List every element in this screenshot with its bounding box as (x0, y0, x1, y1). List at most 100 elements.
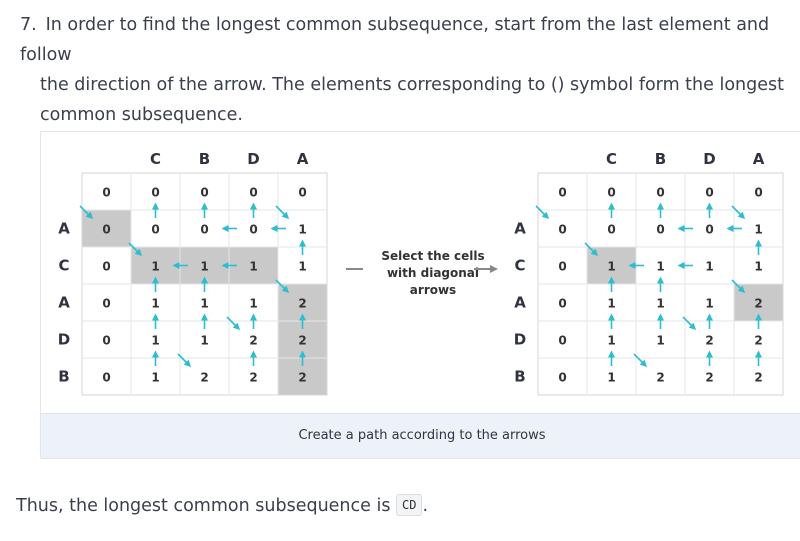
cell-value: 1 (151, 371, 159, 385)
cell-value: 1 (656, 297, 664, 311)
cell-value: 0 (558, 186, 566, 200)
cell-value: 0 (102, 223, 110, 237)
col-header: A (297, 150, 309, 168)
row-header: B (514, 368, 525, 386)
cell-value: 2 (200, 371, 208, 385)
cell-value: 1 (607, 371, 615, 385)
col-header: C (606, 150, 617, 168)
cell-value: 0 (705, 223, 713, 237)
row-header: A (514, 220, 526, 238)
diagonal-arrow-icon (177, 353, 192, 368)
cell-value: 0 (102, 297, 110, 311)
highlight-cell (229, 247, 278, 284)
step-line-3: common subsequence. (40, 105, 243, 125)
figure-caption: Create a path according to the arrows (41, 413, 800, 458)
cell-value: 0 (102, 334, 110, 348)
cell-value: 0 (151, 186, 159, 200)
cell-value: 1 (298, 223, 306, 237)
cell-value: 1 (200, 260, 208, 274)
row-header: D (514, 331, 526, 349)
cell-value: 1 (200, 334, 208, 348)
row-header: D (58, 331, 70, 349)
row-header: C (514, 257, 525, 275)
cell-value: 0 (558, 223, 566, 237)
cell-value: 0 (558, 371, 566, 385)
cell-value: 0 (249, 186, 257, 200)
col-header: D (703, 150, 715, 168)
row-header: C (58, 257, 69, 275)
cell-value: 1 (656, 260, 664, 274)
cell-value: 0 (705, 186, 713, 200)
cell-value: 1 (656, 334, 664, 348)
cell-value: 0 (754, 186, 762, 200)
row-header: A (58, 294, 70, 312)
cell-value: 1 (754, 260, 762, 274)
cell-value: 0 (298, 186, 306, 200)
middle-text-2: with diagonal (387, 266, 479, 280)
cell-value: 1 (151, 260, 159, 274)
cell-value: 1 (607, 297, 615, 311)
diagonal-arrow-icon (275, 205, 290, 220)
cell-value: 2 (705, 334, 713, 348)
cell-value: 0 (656, 186, 664, 200)
step-line-1: In order to find the longest common subs… (20, 15, 770, 65)
cell-value: 0 (607, 223, 615, 237)
conclusion-text: Thus, the longest common subsequence is (16, 496, 391, 516)
col-header: B (199, 150, 210, 168)
cell-value: 2 (249, 371, 257, 385)
cell-value: 1 (249, 260, 257, 274)
step-text: 7. In order to find the longest common s… (20, 10, 790, 130)
right-table: C B D A A C A D B 0 0 0 0 0 0 0 0 0 1 0 1 1 1 1 0 1 1 1 2 0 1 1 2 2 0 1 2 2 2 (514, 150, 784, 396)
answer-code: CD (396, 494, 423, 516)
cell-value: 0 (558, 297, 566, 311)
diagonal-arrow-icon (584, 242, 599, 257)
cell-value: 0 (102, 186, 110, 200)
cell-value: 1 (200, 297, 208, 311)
cell-value: 1 (607, 260, 615, 274)
cell-value: 1 (151, 334, 159, 348)
cell-value: 0 (151, 223, 159, 237)
diagonal-arrow-icon (275, 279, 290, 294)
step-number: 7. (20, 15, 37, 35)
col-header: B (655, 150, 666, 168)
row-header: B (58, 368, 69, 386)
cell-value: 2 (754, 297, 762, 311)
col-header: A (753, 150, 765, 168)
cell-value: 1 (298, 260, 306, 274)
row-header: A (58, 220, 70, 238)
cell-value: 2 (656, 371, 664, 385)
cell-value: 2 (249, 334, 257, 348)
cell-value: 0 (656, 223, 664, 237)
left-table: C B D A A C A D B 0 0 0 0 0 0 0 0 0 1 0 1 1 1 1 0 1 1 1 2 0 1 1 2 2 0 1 2 2 2 (58, 150, 328, 396)
conclusion: Thus, the longest common subsequence is … (16, 493, 428, 519)
cell-value: 0 (102, 260, 110, 274)
diagonal-arrow-icon (79, 205, 94, 220)
row-header: A (514, 294, 526, 312)
conclusion-period: . (422, 496, 429, 516)
diagonal-arrow-icon (128, 242, 143, 257)
middle-text-3: arrows (410, 283, 456, 297)
middle-note: Select the cells with diagonal arrows (346, 249, 498, 297)
cell-value: 2 (298, 297, 306, 311)
cell-value: 0 (607, 186, 615, 200)
cell-value: 2 (298, 334, 306, 348)
cell-value: 2 (298, 371, 306, 385)
cell-value: 0 (200, 186, 208, 200)
diagonal-arrow-icon (731, 205, 746, 220)
cell-value: 0 (558, 260, 566, 274)
diagonal-arrow-icon (633, 353, 648, 368)
cell-value: 0 (200, 223, 208, 237)
diagonal-arrow-icon (731, 279, 746, 294)
step-line-2: the direction of the arrow. The elements… (40, 75, 784, 95)
cell-value: 1 (705, 260, 713, 274)
col-header: D (247, 150, 259, 168)
cell-value: 2 (754, 371, 762, 385)
cell-value: 0 (102, 371, 110, 385)
diagonal-arrow-icon (226, 316, 241, 331)
cell-value: 1 (705, 297, 713, 311)
cell-value: 0 (558, 334, 566, 348)
cell-value: 1 (151, 297, 159, 311)
cell-value: 0 (249, 223, 257, 237)
